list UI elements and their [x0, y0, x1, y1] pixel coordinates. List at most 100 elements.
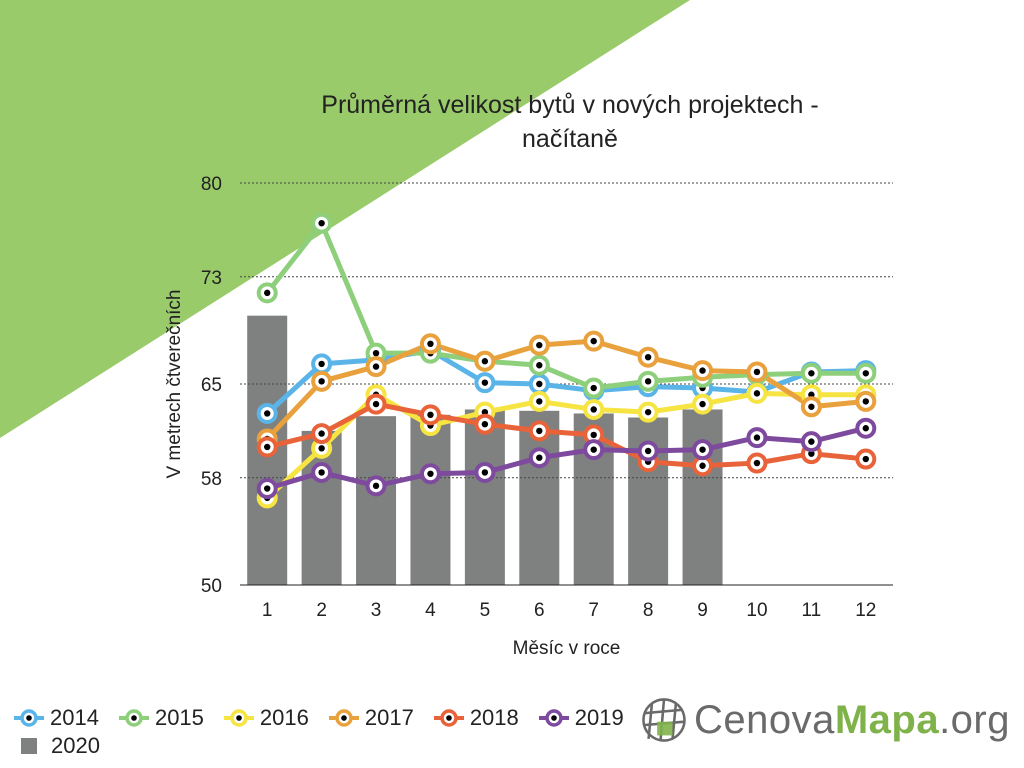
legend-item-2015: 2015 — [118, 705, 204, 731]
legend-item-2016: 2016 — [223, 705, 309, 731]
point-dot-2017-4 — [427, 340, 434, 347]
x-axis-title: Měsíc v roce — [513, 638, 621, 659]
point-dot-2018-12 — [862, 455, 869, 463]
point-dot-2016-7 — [590, 406, 597, 413]
y-tick-label-65: 65 — [201, 375, 222, 396]
x-tick-label-7: 7 — [588, 600, 599, 621]
x-tick-label-3: 3 — [371, 600, 382, 621]
point-dot-2019-7 — [590, 446, 597, 453]
point-dot-2017-12 — [862, 398, 869, 405]
logo-text-mapa: Mapa — [834, 697, 940, 742]
point-dot-2015-1 — [264, 289, 271, 297]
cenovamapa-logo: CenovaMapa.org — [640, 685, 1010, 755]
point-dot-2019-11 — [808, 438, 815, 445]
legend-item-2020: 2020 — [14, 733, 100, 759]
x-tick-label-2: 2 — [316, 600, 327, 621]
x-tick-label-12: 12 — [855, 600, 876, 621]
legend-marker-2019 — [538, 709, 569, 727]
point-dot-2018-7 — [590, 431, 597, 439]
legend-bar-swatch — [21, 738, 37, 754]
legend-item-2017: 2017 — [328, 705, 414, 731]
point-dot-2018-1 — [264, 443, 271, 451]
point-dot-2019-9 — [699, 446, 706, 453]
bar-2020-9 — [682, 409, 723, 585]
point-dot-2015-6 — [536, 362, 543, 369]
x-tick-label-10: 10 — [746, 600, 767, 621]
legend-row-lines: 2014 2015 2016 2017 2018 2019 — [14, 704, 634, 732]
legend-label-2019: 2019 — [574, 705, 624, 730]
point-dot-2018-11 — [808, 450, 815, 457]
legend-item-2018: 2018 — [433, 705, 519, 731]
point-dot-2019-10 — [753, 434, 761, 441]
legend-label-2015: 2015 — [154, 705, 204, 730]
point-dot-2016-11 — [808, 391, 815, 398]
y-tick-label-80: 80 — [201, 174, 222, 195]
legend-marker-2017 — [328, 709, 359, 727]
point-dot-2017-3 — [372, 363, 380, 370]
y-tick-label-50: 50 — [201, 576, 222, 597]
point-dot-2014-5 — [481, 379, 489, 386]
point-dot-2017-5 — [481, 358, 489, 365]
point-dot-2017-9 — [699, 367, 706, 374]
point-dot-2017-2 — [318, 378, 325, 385]
point-dot-2014-6 — [536, 380, 543, 388]
legend-label-2017: 2017 — [364, 705, 414, 730]
point-dot-2016-8 — [644, 408, 652, 416]
x-tick-label-5: 5 — [480, 600, 491, 621]
logo-text-org: .org — [939, 697, 1010, 742]
globe-grid-icon — [642, 698, 686, 742]
legend-marker-2018 — [433, 709, 464, 727]
point-dot-2017-6 — [536, 341, 543, 349]
point-dot-2017-7 — [590, 337, 597, 345]
chart-title: Průměrná velikost bytů v nových projekte… — [230, 88, 910, 156]
point-dot-2015-3 — [372, 349, 380, 357]
point-dot-2014-1 — [264, 410, 271, 417]
legend-label-2018: 2018 — [469, 705, 519, 730]
point-dot-2018-6 — [536, 427, 543, 435]
legend-label-2020: 2020 — [51, 733, 100, 758]
chart-legend: 2014 2015 2016 2017 2018 2019 2020 — [14, 704, 634, 760]
point-dot-2015-12 — [862, 370, 869, 377]
point-dot-2019-6 — [536, 454, 543, 461]
point-dot-2019-5 — [481, 469, 489, 476]
point-dot-2018-4 — [427, 411, 434, 419]
chart-title-line-2: načítaně — [522, 125, 618, 153]
point-dot-2019-4 — [427, 470, 434, 477]
point-dot-2016-10 — [753, 390, 761, 397]
point-dot-2019-12 — [862, 425, 869, 432]
point-dot-2017-10 — [753, 368, 761, 376]
legend-marker-2014 — [14, 709, 44, 727]
point-dot-2015-7 — [590, 384, 597, 392]
point-dot-2016-5 — [481, 408, 489, 416]
point-dot-2019-8 — [644, 447, 652, 455]
bar-2020-4 — [410, 414, 451, 585]
logo-text-cenova: Cenova — [693, 697, 835, 742]
point-dot-2016-6 — [536, 398, 543, 405]
legend-item-2014: 2014 — [14, 705, 99, 731]
point-dot-2019-1 — [264, 485, 271, 492]
x-tick-label-6: 6 — [534, 600, 545, 621]
point-dot-2015-8 — [644, 378, 652, 385]
point-dot-2018-3 — [372, 400, 380, 408]
bar-2020-5 — [464, 409, 505, 585]
point-dot-2019-3 — [372, 482, 380, 490]
x-tick-label-1: 1 — [262, 600, 273, 621]
legend-row-bars: 2020 — [14, 732, 634, 760]
y-tick-label-73: 73 — [201, 268, 222, 289]
point-dot-2018-10 — [753, 459, 761, 467]
point-dot-2015-2 — [318, 220, 325, 227]
point-dot-2019-2 — [318, 469, 325, 476]
point-dot-2018-2 — [318, 430, 325, 437]
point-dot-2018-5 — [481, 421, 489, 428]
bar-2020-3 — [356, 416, 397, 585]
chart-title-line-1: Průměrná velikost bytů v nových projekte… — [321, 91, 819, 119]
point-dot-2017-11 — [808, 403, 815, 410]
y-axis-title: V metrech čtverečních — [164, 289, 185, 478]
point-dot-2015-11 — [808, 370, 815, 377]
legend-item-2019: 2019 — [538, 705, 624, 731]
point-dot-2014-2 — [318, 360, 325, 368]
point-dot-2017-8 — [644, 354, 652, 361]
x-tick-label-4: 4 — [425, 600, 436, 621]
